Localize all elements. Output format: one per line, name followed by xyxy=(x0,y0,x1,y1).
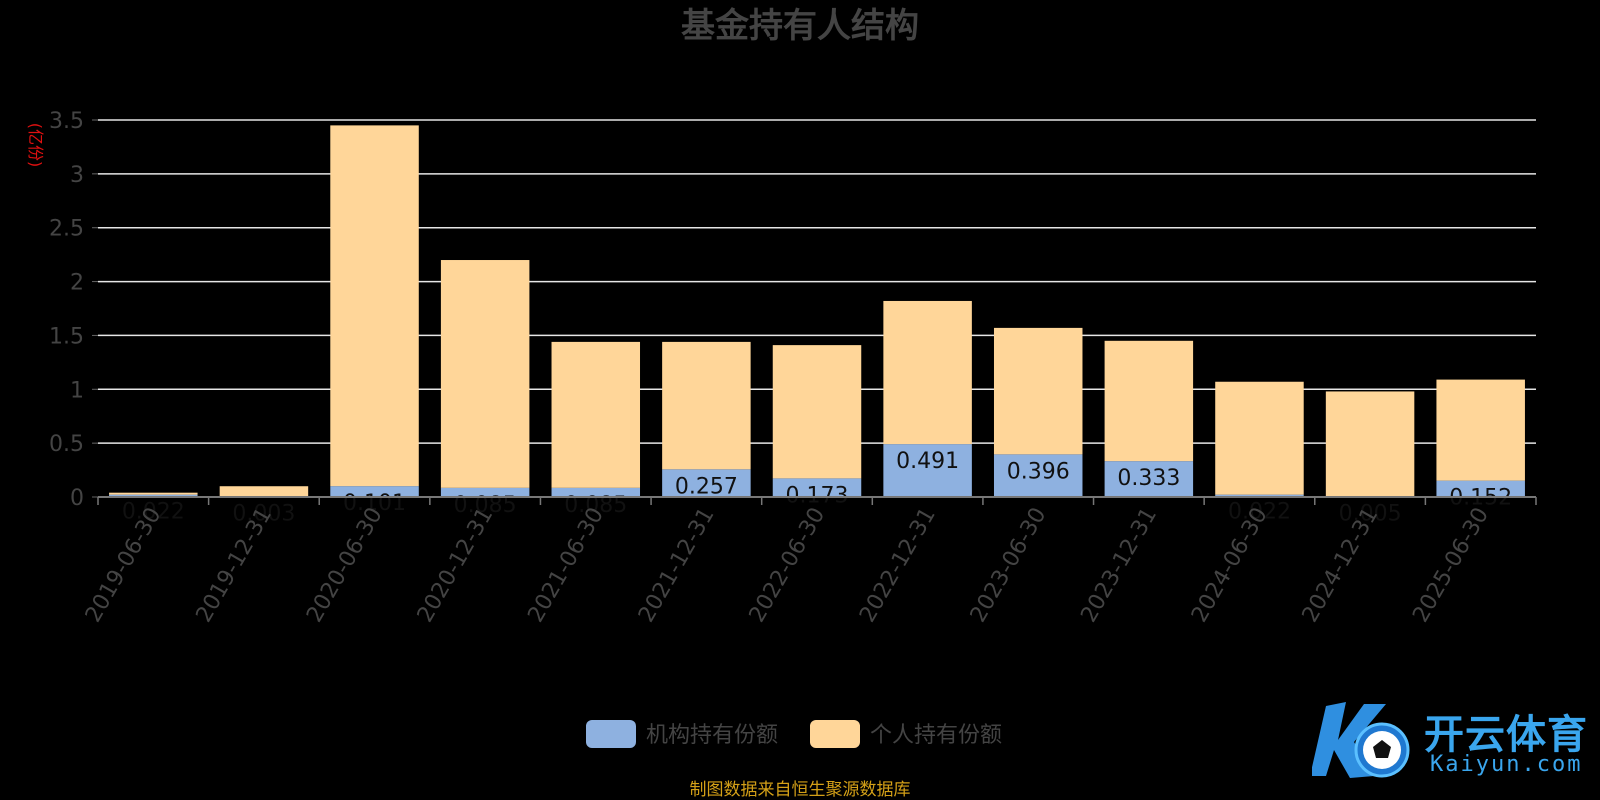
x-tick-label: 2025-06-30 xyxy=(1408,504,1494,627)
bar-institutional xyxy=(109,494,198,497)
bar-value-label: 0.022 xyxy=(122,500,185,525)
bar-individual xyxy=(1104,340,1194,462)
watermark-text-zh: 开云体育 xyxy=(1424,712,1588,758)
bar-institutional xyxy=(440,487,530,497)
bar-value-label: 0.396 xyxy=(1007,459,1070,484)
bar-individual xyxy=(662,341,751,470)
y-axis-label: (亿份) xyxy=(26,123,45,168)
bar-institutional xyxy=(551,487,641,497)
bar-institutional xyxy=(772,478,862,497)
bar-value-label: 0.022 xyxy=(1228,500,1291,525)
soccer-ball-logo-icon xyxy=(1310,702,1410,778)
y-tick-label: 2.5 xyxy=(49,217,84,242)
watermark-text-en: Kaiyun.com xyxy=(1430,752,1583,777)
x-tick-label: 2022-06-30 xyxy=(745,504,831,627)
x-tick-label: 2023-12-31 xyxy=(1076,504,1162,627)
x-tick-label: 2020-06-30 xyxy=(302,504,388,627)
bar-value-label: 0.491 xyxy=(896,449,959,474)
bar-institutional xyxy=(993,454,1083,497)
bar-value-label: 0.152 xyxy=(1449,486,1512,511)
bar-value-label: 0.003 xyxy=(232,502,295,527)
bar-individual xyxy=(1325,391,1415,497)
watermark-logo: 开云体育 Kaiyun.com xyxy=(1310,696,1592,786)
y-tick-label: 3.5 xyxy=(49,109,84,134)
bars xyxy=(109,125,1525,497)
bar-value-label: 0.257 xyxy=(675,474,738,499)
source-note: 制图数据来自恒生聚源数据库 xyxy=(690,780,911,800)
bar-value-label: 0.101 xyxy=(343,491,406,516)
bar-value-label: 0.173 xyxy=(786,483,849,508)
x-tick-label: 2020-12-31 xyxy=(413,504,499,627)
bar-institutional xyxy=(883,444,972,497)
legend: 机构持有份额 个人持有份额 xyxy=(586,720,1002,748)
legend-swatch xyxy=(810,720,860,748)
bar-individual xyxy=(1215,381,1304,495)
y-tick-label: 3 xyxy=(70,163,84,188)
y-tick-label: 1.5 xyxy=(49,324,84,349)
x-axis: 2019-06-30 2019-12-31 2020-06-30 2020-12-31… xyxy=(81,496,1537,627)
y-tick-label: 0.5 xyxy=(49,432,84,457)
bar-individual xyxy=(883,300,972,445)
legend-label: 机构持有份额 xyxy=(646,723,778,748)
chart-title: 基金持有人结构 xyxy=(681,6,919,46)
bar-institutional xyxy=(1215,494,1304,497)
y-axis-ticks: 0 0.5 1 1.5 2 2.5 3 3.5 xyxy=(49,109,98,511)
bar-individual xyxy=(551,341,641,488)
bar-individual xyxy=(1436,379,1525,481)
x-tick-label: 2023-06-30 xyxy=(966,504,1052,627)
bar-individual xyxy=(109,492,198,495)
y-tick-label: 0 xyxy=(70,486,84,511)
x-tick-label: 2021-12-31 xyxy=(634,504,720,627)
bar-institutional xyxy=(662,469,751,497)
legend-label: 个人持有份额 xyxy=(870,723,1002,748)
bar-value-label: 0.005 xyxy=(1339,501,1402,526)
bar-individual xyxy=(219,486,309,497)
bar-value-label: 0.333 xyxy=(1117,466,1180,491)
bar-individual xyxy=(993,327,1083,455)
bar-institutional xyxy=(1104,461,1194,497)
x-tick-label: 2022-12-31 xyxy=(855,504,941,627)
bar-individual xyxy=(440,260,530,488)
bar-individual xyxy=(330,125,419,487)
bar-institutional xyxy=(1436,480,1525,497)
bar-institutional xyxy=(330,486,419,497)
bar-individual xyxy=(772,345,862,479)
legend-swatch xyxy=(586,720,636,748)
x-tick-label: 2021-06-30 xyxy=(523,504,609,627)
y-tick-label: 2 xyxy=(70,271,84,296)
y-tick-label: 1 xyxy=(70,378,84,403)
